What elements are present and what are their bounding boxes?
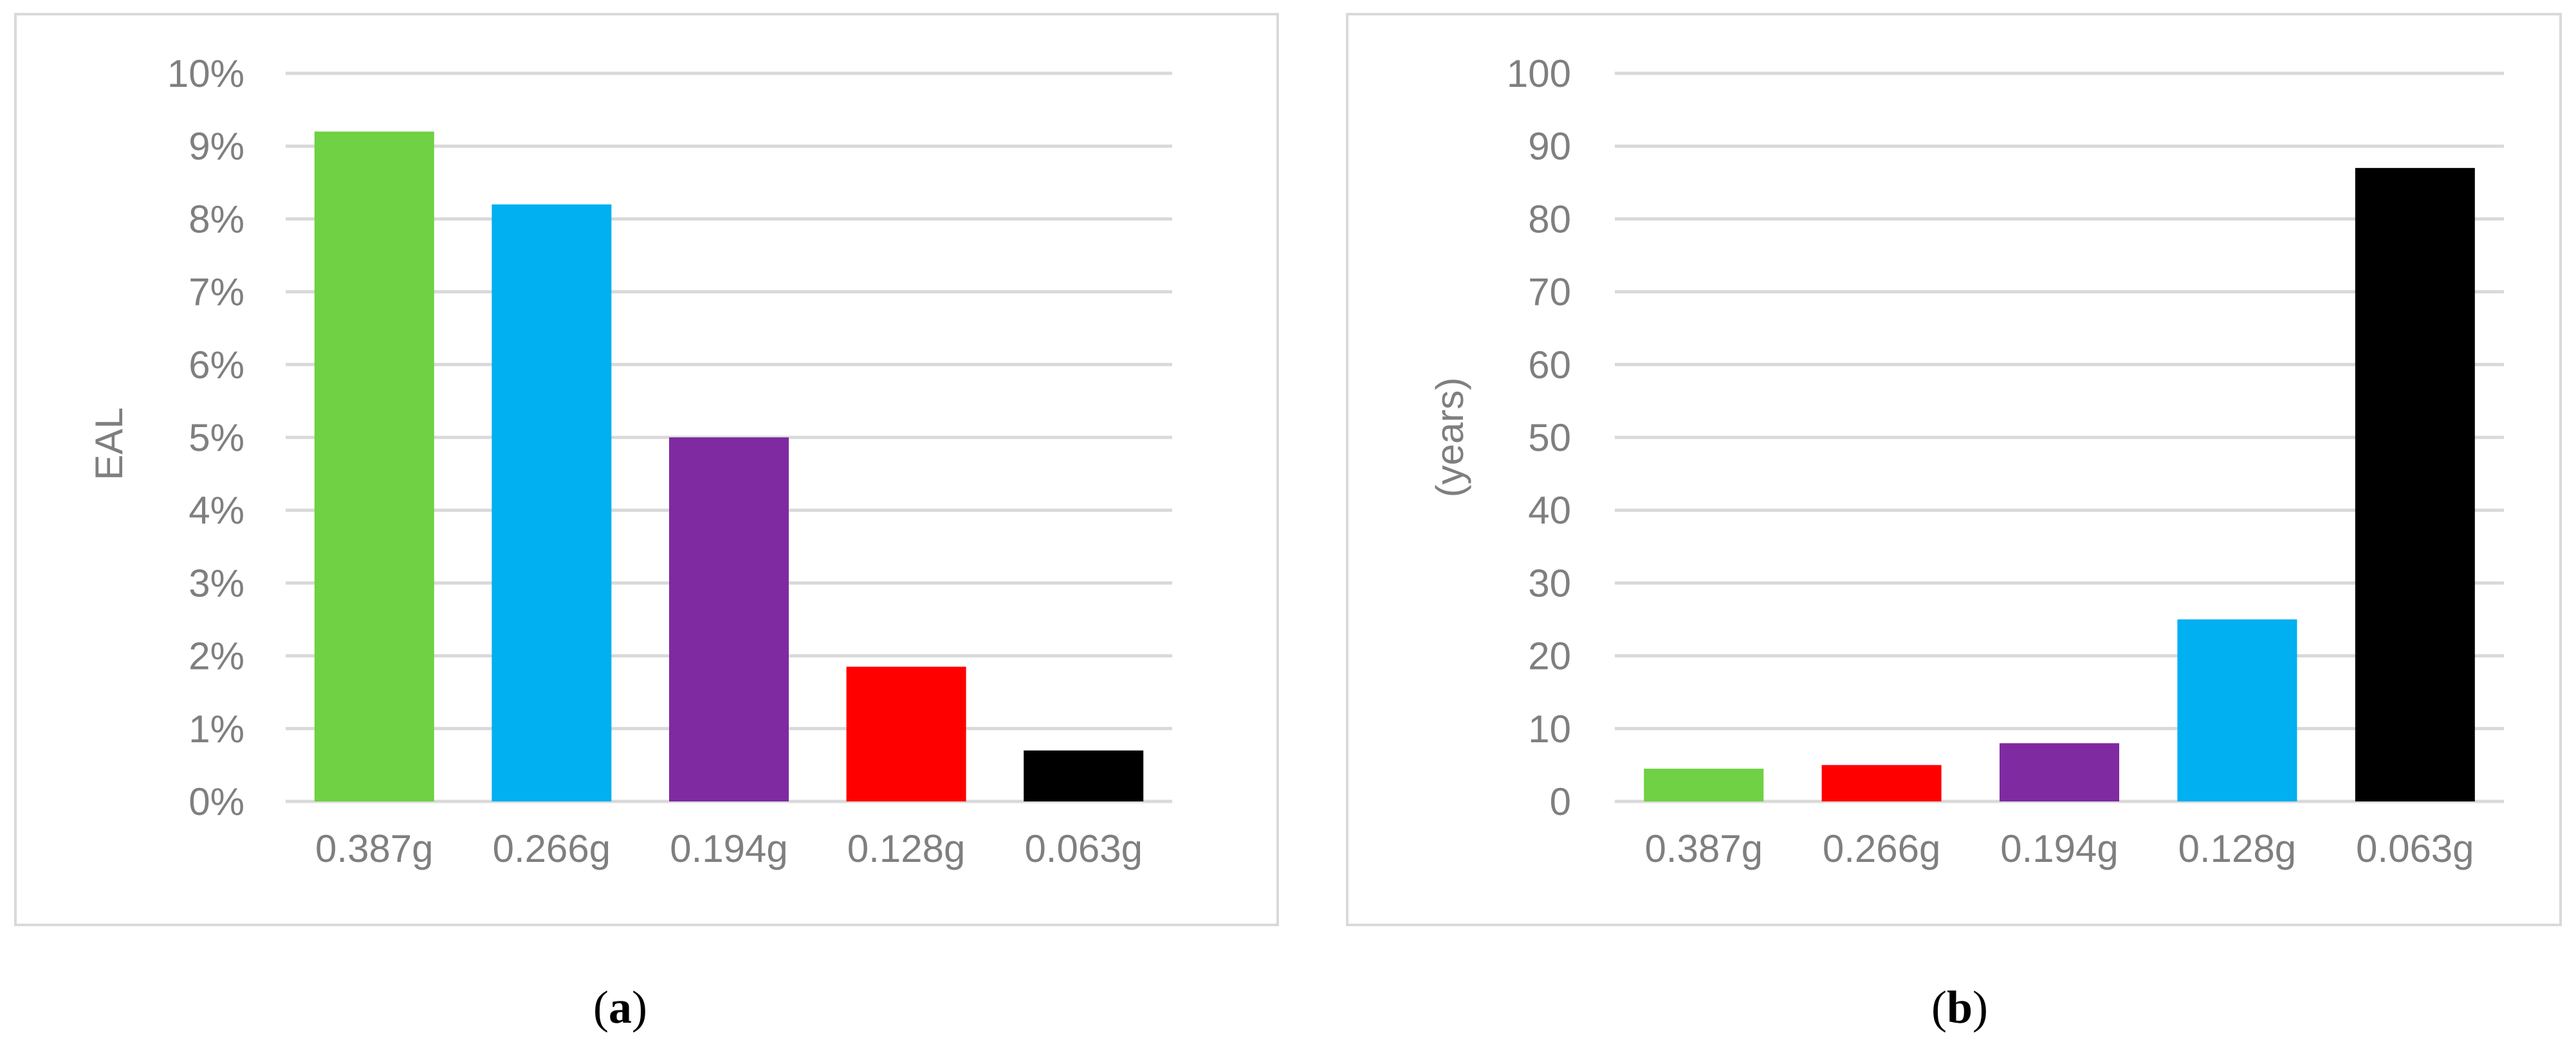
caption-a: (a) — [593, 982, 647, 1033]
chart-a-x-tick-label: 0.387g — [315, 827, 434, 870]
chart-a-bar-0.128g — [846, 666, 966, 801]
chart-b-bar-0.194g — [2000, 743, 2119, 801]
chart-b-y-tick-label: 0 — [1550, 780, 1571, 823]
chart-a-y-tick-label: 4% — [189, 489, 244, 532]
chart-a-x-tick-label: 0.128g — [847, 827, 966, 870]
chart-a-y-tick-label: 2% — [189, 635, 244, 678]
chart-b-y-tick-label: 90 — [1528, 125, 1571, 168]
chart-b-x-tick-label: 0.194g — [2000, 827, 2119, 870]
chart-b-y-tick-label: 80 — [1528, 197, 1571, 241]
chart-panel-a: 0% 1% 2% 3% 4% 5% 6% 7% 8% 9% 10% 0.387g 0.266g 0.19… — [14, 13, 1279, 926]
chart-b-y-tick-label: 30 — [1528, 562, 1571, 605]
caption-a-letter: a — [609, 982, 632, 1033]
chart-b-bar-0.266g — [1821, 765, 1942, 801]
chart-b-x-tick-label: 0.266g — [1823, 827, 1941, 870]
chart-a-x-tick-label: 0.063g — [1024, 827, 1143, 870]
chart-a-y-tick-label: 8% — [189, 197, 244, 241]
chart-a-y-tick-label: 10% — [167, 52, 244, 95]
chart-a-y-axis-title: EAL — [87, 407, 131, 480]
caption-b: (b) — [1931, 982, 1988, 1033]
chart-b-x-tick-labels: 0.387g 0.266g 0.194g 0.128g 0.063g — [1644, 827, 2474, 870]
chart-panel-b: 0 10 20 30 40 50 60 70 80 90 100 0.387g 0.266g 0.194… — [1346, 13, 2562, 926]
chart-b-y-tick-label: 20 — [1528, 635, 1571, 678]
chart-a-x-tick-label: 0.194g — [670, 827, 788, 870]
chart-a-y-tick-labels: 0% 1% 2% 3% 4% 5% 6% 7% 8% 9% 10% — [167, 52, 244, 823]
chart-b-y-axis-title: (years) — [1428, 378, 1471, 498]
chart-b-x-tick-label: 0.387g — [1644, 827, 1763, 870]
chart-a-y-tick-label: 0% — [189, 780, 244, 823]
chart-a-y-tick-label: 3% — [189, 562, 244, 605]
chart-a-y-tick-label: 6% — [189, 343, 244, 387]
chart-b-bar-0.128g — [2177, 619, 2297, 801]
chart-a-bar-0.266g — [492, 204, 612, 801]
chart-a-x-tick-labels: 0.387g 0.266g 0.194g 0.128g 0.063g — [315, 827, 1143, 870]
chart-a-bar-0.194g — [669, 437, 789, 801]
chart-b-y-tick-label: 100 — [1507, 52, 1571, 95]
chart-b-y-tick-labels: 0 10 20 30 40 50 60 70 80 90 100 — [1507, 52, 1571, 823]
chart-a-y-tick-label: 7% — [189, 271, 244, 314]
chart-a-y-tick-label: 9% — [189, 125, 244, 168]
chart-a-y-tick-label: 5% — [189, 416, 244, 459]
chart-b-bar-0.387g — [1644, 769, 1764, 801]
chart-a-y-tick-label: 1% — [189, 708, 244, 751]
chart-b-y-tick-label: 40 — [1528, 489, 1571, 532]
chart-a-bar-0.387g — [314, 131, 434, 801]
caption-b-letter: b — [1947, 982, 1973, 1033]
chart-b-bars — [1644, 168, 2475, 801]
chart-b-y-tick-label: 60 — [1528, 343, 1571, 387]
chart-a-bars — [314, 131, 1144, 801]
chart-b-y-tick-label: 70 — [1528, 271, 1571, 314]
chart-a-bar-0.063g — [1024, 750, 1144, 801]
chart-a-x-tick-label: 0.266g — [493, 827, 611, 870]
chart-b-y-tick-label: 10 — [1528, 708, 1571, 751]
chart-b-bar-0.063g — [2355, 168, 2475, 801]
chart-b-y-tick-label: 50 — [1528, 416, 1571, 459]
chart-b-x-tick-label: 0.063g — [2356, 827, 2474, 870]
chart-b-x-tick-label: 0.128g — [2178, 827, 2297, 870]
